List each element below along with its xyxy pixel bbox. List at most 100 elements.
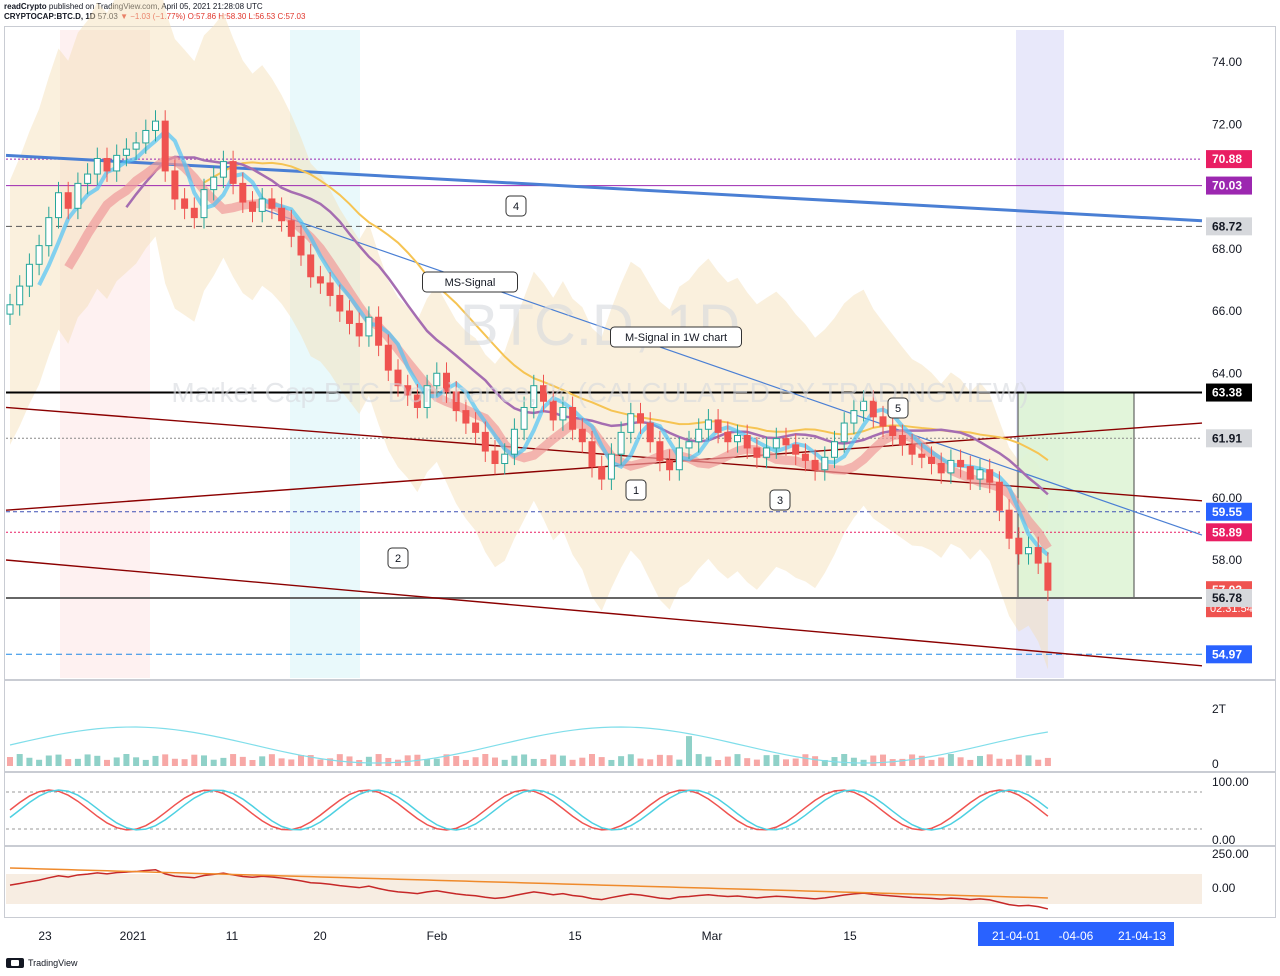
candle-body bbox=[74, 182, 82, 209]
annotation-5: 3 bbox=[777, 495, 783, 507]
candle-body bbox=[656, 441, 664, 461]
candle-body bbox=[976, 469, 984, 480]
volume-bar bbox=[181, 759, 188, 766]
candle-body bbox=[6, 304, 14, 315]
candle-body bbox=[986, 469, 994, 483]
pink-zone bbox=[60, 30, 150, 678]
oscillator-pane[interactable] bbox=[4, 772, 1276, 846]
candle-body bbox=[898, 435, 906, 446]
volume-bar bbox=[472, 757, 479, 766]
candle-body bbox=[501, 453, 509, 465]
candle-body bbox=[404, 385, 412, 396]
volume-bar bbox=[686, 736, 692, 766]
volume-bar bbox=[938, 757, 945, 766]
candle-body bbox=[530, 385, 538, 408]
candle-body bbox=[355, 322, 363, 337]
candle-body bbox=[423, 385, 431, 408]
trendline-2 bbox=[5, 559, 1203, 667]
candle-body bbox=[229, 161, 237, 184]
volume-bar bbox=[773, 754, 780, 766]
volume-bar bbox=[191, 754, 198, 766]
volume-bar bbox=[230, 754, 237, 766]
annotation-box bbox=[887, 397, 909, 419]
price-label-box bbox=[1206, 588, 1252, 607]
volume-bar bbox=[307, 755, 314, 766]
candle-body bbox=[811, 459, 819, 471]
volume-bar bbox=[7, 757, 13, 766]
candle-body bbox=[278, 207, 286, 222]
annotation-box bbox=[769, 489, 791, 511]
candle-body bbox=[433, 372, 441, 387]
price-label-1: 70.03 bbox=[1212, 179, 1242, 193]
candle-body bbox=[472, 422, 480, 433]
volume-bar bbox=[259, 756, 266, 766]
volume-bar bbox=[530, 758, 537, 766]
candle-body bbox=[122, 148, 130, 156]
time-tick: Feb bbox=[427, 929, 448, 943]
candle-body bbox=[375, 316, 383, 346]
volume-bar bbox=[142, 759, 149, 766]
annotation-box bbox=[422, 271, 518, 293]
time-tick: 15 bbox=[568, 929, 582, 943]
candle-body bbox=[481, 431, 489, 452]
volume-bar bbox=[453, 756, 460, 766]
price-tick: 74.00 bbox=[1212, 55, 1242, 69]
author-name[interactable]: readCrypto bbox=[4, 2, 47, 11]
price-chart[interactable]: BTC.D, 1D Market Cap BTC Dominance, % (CA… bbox=[0, 0, 1280, 956]
osc-d-line bbox=[9, 789, 1049, 831]
volume-bar bbox=[26, 757, 33, 766]
volume-bar bbox=[501, 759, 508, 766]
candle-body bbox=[995, 481, 1003, 511]
publish-date: published on TradingView.com, April 05, … bbox=[48, 2, 263, 11]
candle-body bbox=[666, 459, 674, 471]
candle-body bbox=[627, 413, 635, 433]
candle-body bbox=[879, 416, 887, 427]
obv-pane[interactable] bbox=[4, 846, 1276, 918]
watermark-symbol: BTC.D, 1D bbox=[460, 293, 740, 358]
price-tick: 58.00 bbox=[1212, 553, 1242, 567]
time-highlight-tick: 21-04-13 bbox=[1118, 929, 1166, 943]
volume-ma bbox=[9, 726, 1049, 764]
candle-body bbox=[161, 120, 169, 172]
price-label-box bbox=[1206, 176, 1252, 195]
candle-body bbox=[103, 157, 111, 172]
volume-bar bbox=[201, 755, 207, 766]
volume-bar bbox=[889, 759, 896, 766]
annotation-box bbox=[505, 195, 527, 217]
volume-bar bbox=[317, 759, 324, 766]
footer-brand[interactable]: TradingView bbox=[28, 958, 78, 968]
volume-bar bbox=[918, 755, 925, 766]
price-pane[interactable] bbox=[4, 26, 1276, 680]
volume-pane[interactable] bbox=[4, 680, 1276, 772]
candle-body bbox=[219, 161, 227, 178]
volume-bar bbox=[753, 759, 760, 766]
candle-body bbox=[443, 372, 450, 393]
volume-bar bbox=[812, 756, 819, 766]
candle-body bbox=[152, 120, 159, 131]
candle-body bbox=[491, 450, 499, 465]
volume-bar bbox=[705, 756, 712, 766]
candle-body bbox=[1025, 547, 1032, 555]
volume-bar bbox=[36, 759, 43, 766]
price-label-6: 58.89 bbox=[1212, 525, 1242, 539]
volume-tick: 0 bbox=[1212, 757, 1219, 771]
price-tick: 66.00 bbox=[1212, 304, 1242, 318]
candle-body bbox=[801, 453, 809, 461]
price-label-0: 70.88 bbox=[1212, 152, 1242, 166]
candle-body bbox=[84, 173, 92, 184]
candle-body bbox=[316, 276, 324, 284]
annotation-6: 4 bbox=[513, 201, 519, 213]
candle-body bbox=[869, 400, 877, 418]
annotation-4: 2 bbox=[395, 553, 401, 565]
volume-bar bbox=[802, 754, 809, 766]
candle-body bbox=[569, 406, 577, 430]
candle-body bbox=[384, 344, 392, 371]
annotation-box bbox=[610, 326, 742, 348]
candle-body bbox=[142, 129, 150, 144]
candle-body bbox=[520, 406, 528, 430]
candle-body bbox=[928, 456, 935, 465]
price-label-9: 54.97 bbox=[1212, 647, 1242, 661]
candle-body bbox=[346, 310, 353, 324]
annotation-3: 1 bbox=[633, 485, 639, 497]
annotation-box bbox=[625, 479, 647, 501]
